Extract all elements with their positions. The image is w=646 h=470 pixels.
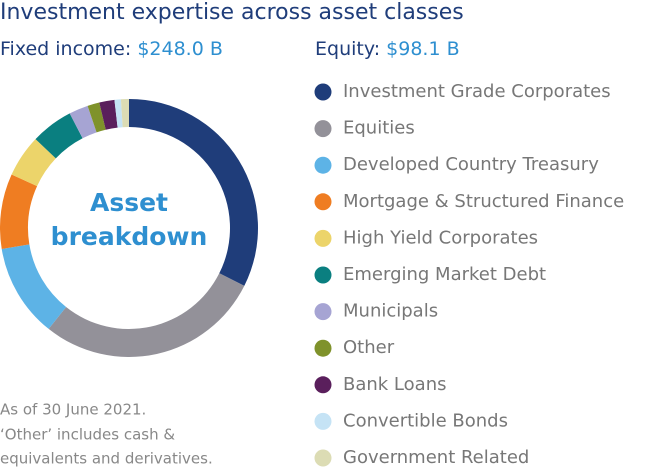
legend-label: Convertible Bonds <box>343 410 508 431</box>
donut-segment <box>129 99 258 286</box>
donut-segment <box>99 99 118 130</box>
donut-segment <box>0 174 38 249</box>
legend-swatch <box>314 412 332 430</box>
legend-label: Bank Loans <box>343 374 446 395</box>
chart-title: Investment expertise across asset classe… <box>0 0 464 25</box>
equity-total: Equity: $98.1 B <box>315 38 460 60</box>
footnote: ‘Other’ includes cash & <box>0 426 175 444</box>
donut-segment <box>114 99 123 128</box>
donut-segment <box>120 99 129 128</box>
legend-label: Developed Country Treasury <box>343 154 599 175</box>
legend-swatch <box>314 156 332 174</box>
center-label: breakdown <box>51 222 208 251</box>
legend-label: Investment Grade Corporates <box>343 81 611 102</box>
legend-label: Other <box>343 337 395 358</box>
legend-swatch <box>314 339 332 357</box>
legend-swatch <box>314 120 332 138</box>
footnote: equivalents and derivatives. <box>0 450 213 468</box>
center-label: Asset <box>90 188 168 217</box>
donut-segment <box>87 102 106 133</box>
donut-segment <box>1 244 67 329</box>
footnote: As of 30 June 2021. <box>0 401 146 419</box>
legend-swatch <box>314 449 332 467</box>
donut-segment <box>11 139 56 187</box>
donut-segment <box>48 273 245 357</box>
equity-label: Equity: <box>315 38 380 60</box>
legend-swatch <box>314 376 332 394</box>
legend-swatch <box>314 83 332 101</box>
legend-label: Emerging Market Debt <box>343 264 546 285</box>
legend-swatch <box>314 193 332 211</box>
legend-label: Equities <box>343 118 415 139</box>
legend-label: Mortgage & Structured Finance <box>343 191 624 212</box>
legend-label: Municipals <box>343 301 438 322</box>
donut-segment <box>69 105 97 139</box>
fixed-income-total: Fixed income: $248.0 B <box>0 38 223 60</box>
equity-value: $98.1 B <box>386 38 459 60</box>
legend-swatch <box>314 229 332 247</box>
legend-swatch <box>314 303 332 321</box>
legend-swatch <box>314 266 332 284</box>
donut-segment <box>35 113 83 159</box>
fixed-income-value: $248.0 B <box>137 38 223 60</box>
fixed-income-label: Fixed income: <box>0 38 131 60</box>
legend-label: High Yield Corporates <box>343 227 538 248</box>
legend-label: Government Related <box>343 447 529 468</box>
